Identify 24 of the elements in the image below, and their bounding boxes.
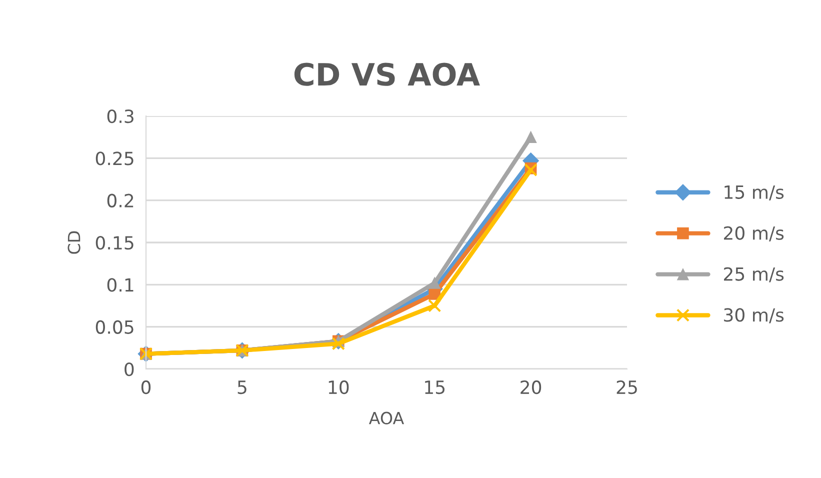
x-tick-label: 15 (425, 380, 445, 394)
point (428, 277, 441, 289)
x-tick-label: 20 (520, 380, 542, 394)
point (428, 299, 442, 312)
x-tick-label: 25 (616, 380, 637, 394)
legend-label: 25 m/s (724, 267, 784, 282)
chart-title: CD VS AOA (294, 62, 480, 86)
y-tick-label: 0.1 (107, 278, 134, 292)
y-tick-label: 0 (124, 362, 134, 376)
x-tick-label: 10 (328, 380, 349, 394)
y-tick-label: 0.2 (107, 194, 134, 208)
legend-label: 30 m/s (724, 308, 784, 324)
y-tick-label: 0.15 (96, 236, 134, 250)
y-tick-label: 0.3 (107, 109, 134, 124)
x-tick-label: 0 (141, 380, 151, 394)
point (524, 131, 537, 143)
point (524, 163, 538, 177)
y-tick-label: 0.25 (96, 152, 134, 166)
y-axis-title: CD (68, 231, 80, 254)
legend-label: 15 m/s (724, 186, 784, 200)
x-tick-label: 5 (238, 380, 246, 394)
legend-label: 20 m/s (724, 226, 784, 242)
y-tick-label: 0.05 (96, 320, 134, 334)
x-axis-title: AOA (368, 412, 404, 424)
